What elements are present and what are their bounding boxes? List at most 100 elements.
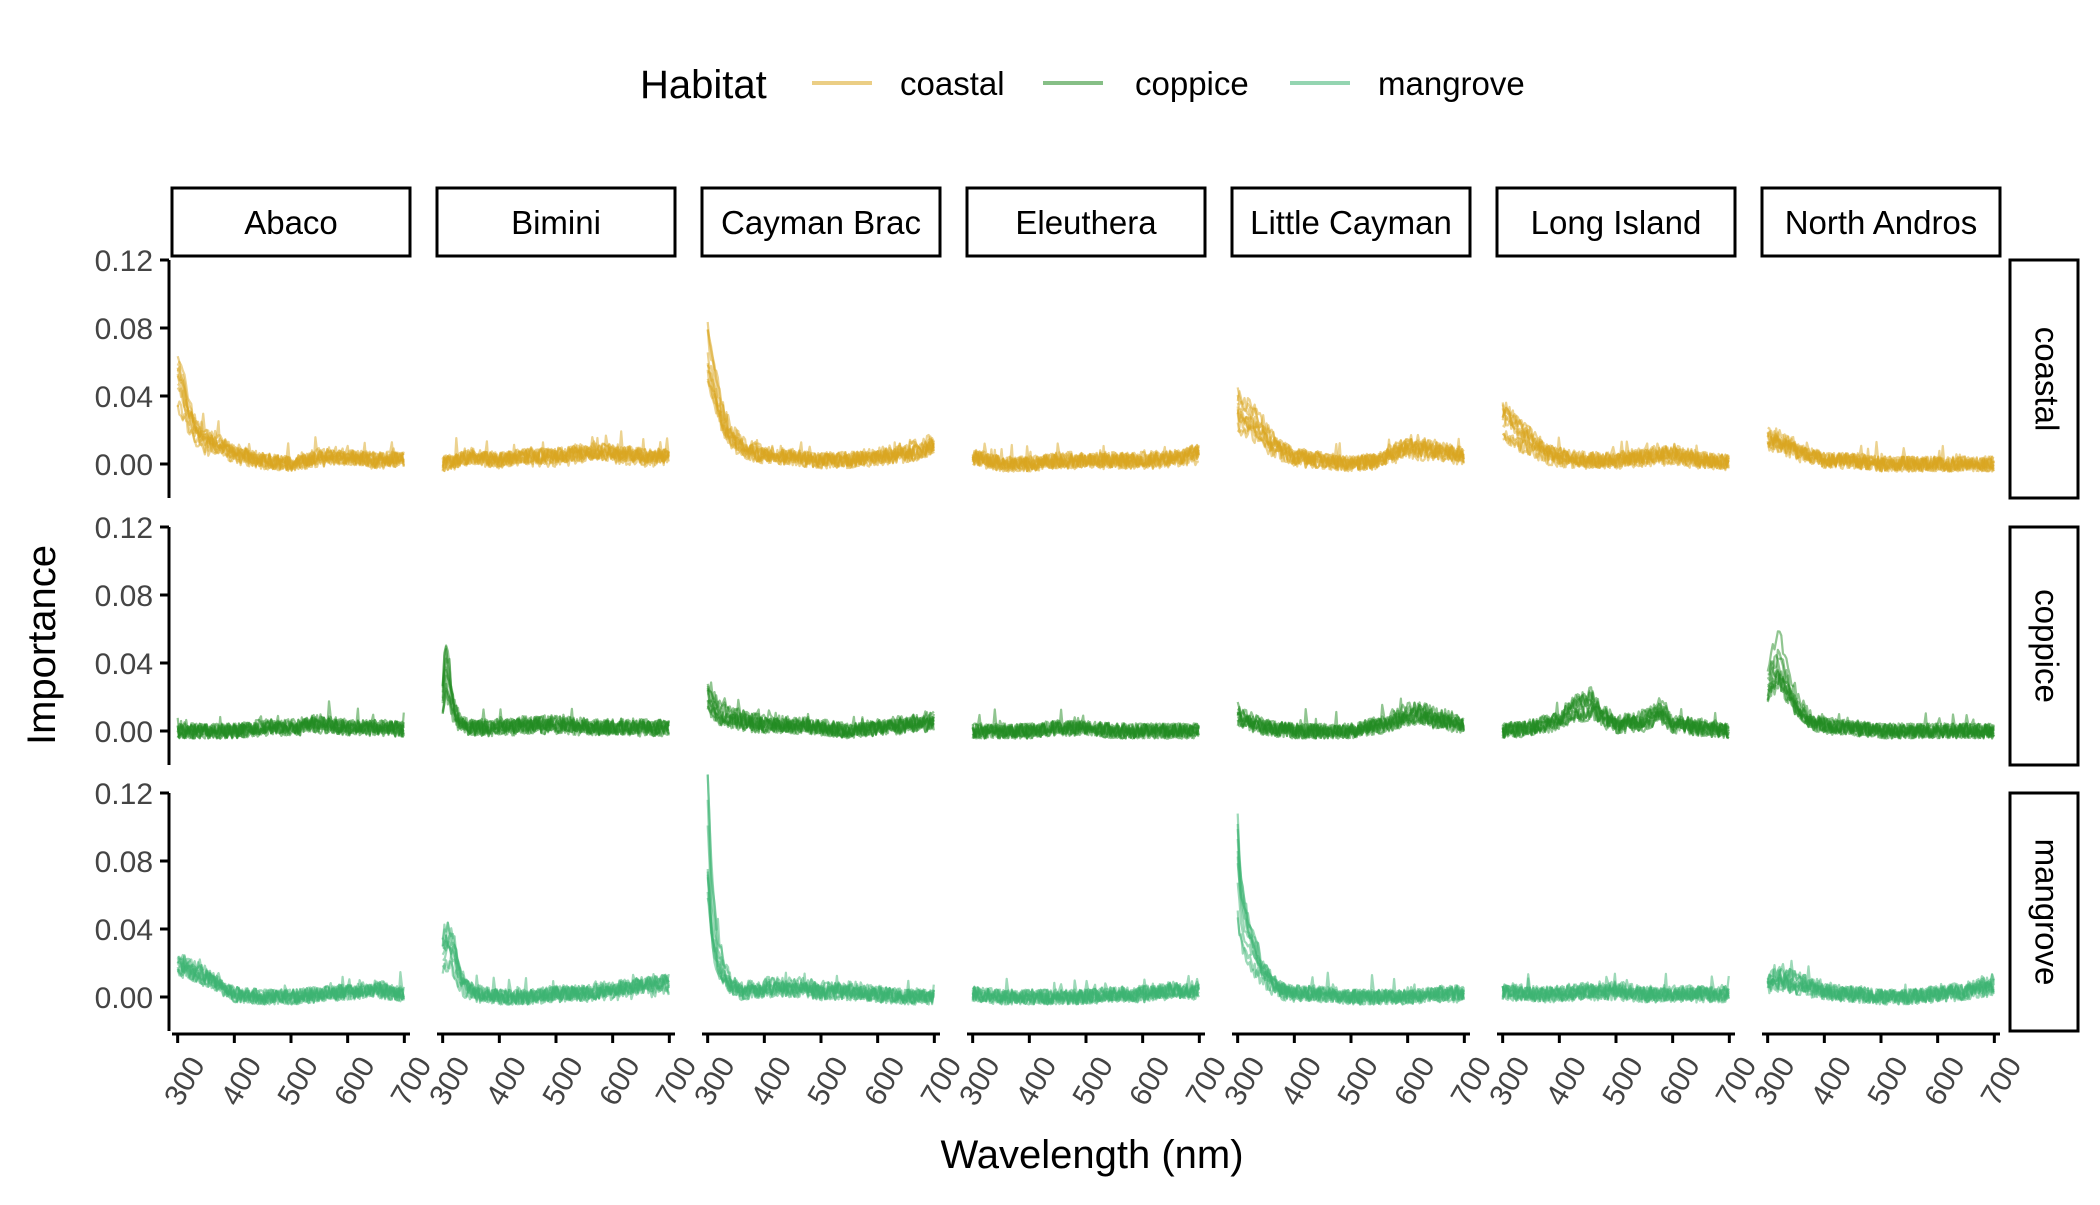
series-line — [1767, 426, 1995, 473]
panel-coppice-little-cayman — [1236, 697, 1465, 740]
panel-mangrove-abaco — [176, 953, 405, 1006]
column-strip-label-2: Cayman Brac — [721, 204, 921, 241]
y-tick-label: 0.04 — [95, 648, 153, 681]
legend-title: Habitat — [640, 63, 767, 107]
x-tick-label: 500 — [536, 1051, 590, 1111]
row-strip-label-mangrove: mangrove — [2028, 839, 2065, 986]
series-line — [1766, 630, 1995, 740]
legend-label-coppice: coppice — [1135, 65, 1249, 102]
panel-coastal-long-island — [1501, 401, 1730, 472]
row-strip-coastal — [2008, 258, 2080, 500]
series-line — [1766, 976, 1995, 1005]
x-tick-label: 400 — [745, 1051, 799, 1111]
legend-label-mangrove: mangrove — [1378, 65, 1525, 102]
series-line — [706, 874, 935, 1006]
x-tick-label: 400 — [1540, 1051, 1594, 1111]
panel-mangrove-little-cayman — [1236, 813, 1465, 1006]
column-strip-6 — [1760, 186, 2002, 258]
series-line — [706, 364, 935, 469]
panel-coppice-north-andros — [1766, 630, 1995, 740]
x-tick-label: 500 — [1331, 1051, 1385, 1111]
column-strip-label-4: Little Cayman — [1250, 204, 1452, 241]
x-tick-label: 500 — [271, 1051, 325, 1111]
y-tick-label: 0.12 — [95, 245, 153, 278]
series-line — [1501, 705, 1730, 738]
panel-coastal-eleuthera — [971, 442, 1200, 473]
x-tick-label: 300 — [158, 1051, 212, 1111]
column-strip-4 — [1230, 186, 1472, 258]
series-line — [971, 443, 1200, 473]
column-strip-1 — [435, 186, 677, 258]
series-line — [1501, 409, 1730, 468]
series-line — [1767, 660, 1995, 739]
x-tick-label: 300 — [1218, 1051, 1272, 1111]
series-line — [706, 799, 934, 1004]
panel-coastal-abaco — [176, 355, 405, 472]
column-strip-5 — [1495, 186, 1737, 258]
y-tick-label: 0.00 — [95, 449, 153, 482]
panel-coppice-bimini — [441, 644, 670, 738]
y-tick-label: 0.04 — [95, 381, 153, 414]
column-strip-0 — [170, 186, 412, 258]
x-tick-label: 500 — [1861, 1051, 1915, 1111]
column-strip-2 — [700, 186, 942, 258]
series-line — [1236, 856, 1465, 1005]
panel-coastal-little-cayman — [1236, 387, 1465, 473]
panel-coastal-bimini — [441, 430, 670, 473]
x-tick-label: 300 — [953, 1051, 1007, 1111]
y-tick-label: 0.00 — [95, 982, 153, 1015]
x-tick-label: 600 — [858, 1051, 912, 1111]
x-tick-label: 400 — [480, 1051, 534, 1111]
x-tick-label: 400 — [1010, 1051, 1064, 1111]
y-tick-label: 0.04 — [95, 914, 153, 947]
series-line — [441, 437, 670, 471]
y-tick-label: 0.08 — [95, 313, 153, 346]
panel-coppice-eleuthera — [971, 708, 1200, 740]
panel-coastal-north-andros — [1766, 426, 1995, 473]
panel-mangrove-north-andros — [1766, 959, 1995, 1006]
x-tick-label: 400 — [1275, 1051, 1329, 1111]
x-tick-label: 700 — [1975, 1051, 2029, 1111]
panel-coppice-cayman-brac — [706, 681, 935, 740]
x-tick-label: 500 — [801, 1051, 855, 1111]
series-line — [706, 774, 935, 1004]
column-strip-label-0: Abaco — [244, 204, 338, 241]
panel-mangrove-cayman-brac — [706, 774, 935, 1006]
facet-panels — [176, 321, 1995, 1006]
x-tick-label: 400 — [1805, 1051, 1859, 1111]
row-strip-coppice — [2008, 525, 2080, 767]
series-line — [706, 774, 935, 1005]
legend: coastal coppice mangrove — [812, 65, 1525, 102]
column-strip-label-1: Bimini — [511, 204, 601, 241]
panel-coastal-cayman-brac — [706, 321, 935, 470]
series-line — [176, 373, 405, 471]
series-line — [1501, 972, 1730, 1002]
column-strip-label-5: Long Island — [1531, 204, 1702, 241]
y-tick-label: 0.12 — [95, 512, 153, 545]
column-strip-3 — [965, 186, 1207, 258]
row-strip-label-coastal: coastal — [2028, 327, 2065, 432]
x-tick-label: 300 — [688, 1051, 742, 1111]
row-strip-label-coppice: coppice — [2028, 589, 2065, 703]
series-line — [972, 442, 1200, 472]
x-tick-label: 500 — [1596, 1051, 1650, 1111]
series-line — [1501, 691, 1730, 738]
y-tick-label: 0.08 — [95, 580, 153, 613]
series-line — [1501, 404, 1730, 469]
x-tick-label: 600 — [328, 1051, 382, 1111]
x-tick-label: 300 — [1483, 1051, 1537, 1111]
y-tick-label: 0.12 — [95, 778, 153, 811]
x-tick-label: 600 — [1653, 1051, 1707, 1111]
row-strip-mangrove — [2008, 791, 2080, 1033]
panel-mangrove-bimini — [441, 921, 670, 1006]
column-strip-label-6: North Andros — [1785, 204, 1978, 241]
x-tick-label: 600 — [1123, 1051, 1177, 1111]
x-tick-label: 600 — [1388, 1051, 1442, 1111]
legend-label-coastal: coastal — [900, 65, 1005, 102]
column-strip-label-3: Eleuthera — [1015, 204, 1157, 241]
series-line — [706, 825, 935, 1006]
x-axis-title: Wavelength (nm) — [940, 1133, 1243, 1177]
series-line — [971, 714, 1200, 740]
series-line — [1501, 984, 1730, 1004]
